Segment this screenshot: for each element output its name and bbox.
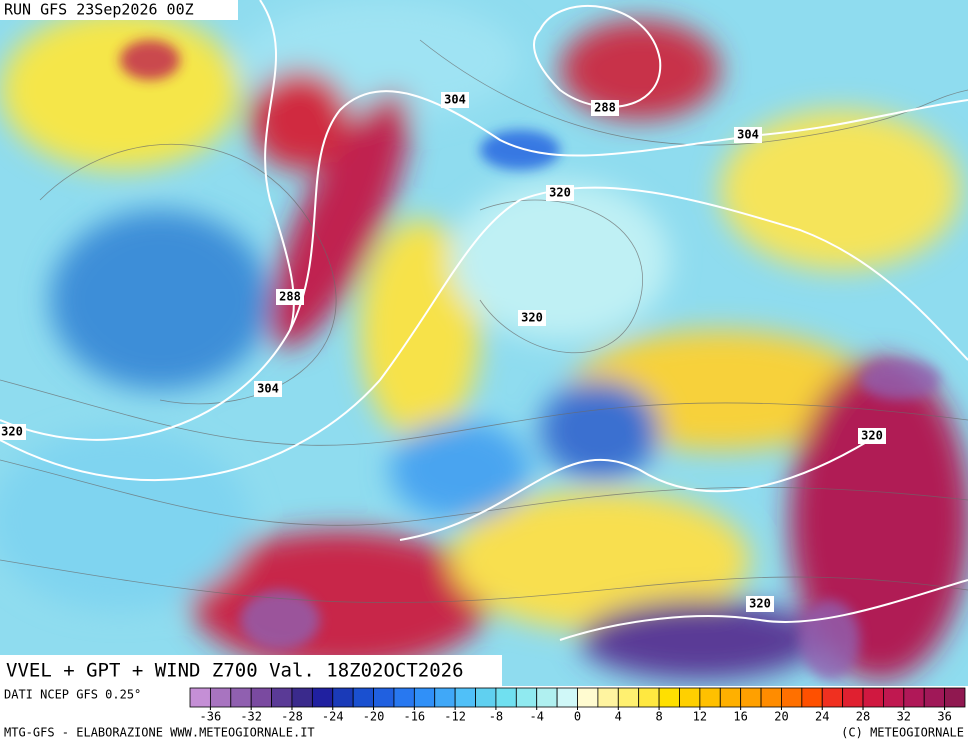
colorbar-tick-label: 36 <box>937 710 951 724</box>
colorbar-tick-label: 12 <box>693 710 707 724</box>
colorbar-cell <box>597 687 619 708</box>
colorbar-tick-label: -8 <box>489 710 503 724</box>
colorbar-cell <box>719 687 742 708</box>
header-box <box>0 0 238 20</box>
run-label: RUN GFS 23Sep2026 00Z <box>4 1 194 19</box>
contour-label: 320 <box>521 311 543 325</box>
contour-label: 320 <box>549 186 571 200</box>
colorbar-cell <box>556 687 578 708</box>
contour-label-box <box>746 596 774 612</box>
colorbar-cell <box>434 687 456 708</box>
contour-label: 304 <box>257 382 279 396</box>
contour-label: 320 <box>861 429 883 443</box>
contour-label: 288 <box>594 101 616 115</box>
colorbar-cell <box>658 687 680 708</box>
contour-label-box <box>276 289 304 305</box>
colorbar-cell <box>740 687 762 708</box>
contour-label: 288 <box>279 290 301 304</box>
colorbar-cell <box>944 687 966 708</box>
contour-label-box <box>518 310 546 326</box>
colorbar-cell <box>923 687 946 708</box>
colorbar-cell <box>189 687 211 708</box>
colorbar-cell <box>515 687 538 708</box>
colorbar-cell <box>903 687 925 708</box>
colorbar-cell <box>781 687 803 708</box>
colorbar-tick-label: -24 <box>322 710 344 724</box>
colorbar-cell <box>291 687 313 708</box>
colorbar-cell <box>638 687 660 708</box>
contour-label-box <box>591 100 619 116</box>
title-box <box>0 655 502 686</box>
colorbar-cell <box>842 687 864 708</box>
contour-label-box <box>546 185 574 201</box>
colorbar-cell <box>271 687 293 708</box>
contour-label: 304 <box>737 128 759 142</box>
colorbar-cell <box>332 687 354 708</box>
contour-label-box <box>734 127 762 143</box>
colorbar-cell <box>679 687 701 708</box>
colorbar-cell <box>373 687 395 708</box>
colorbar-tick-label: -12 <box>444 710 466 724</box>
colorbar-cell <box>311 687 334 708</box>
contour-label-box <box>441 92 469 108</box>
colorbar-tick-label: 20 <box>774 710 788 724</box>
colorbar-cell <box>862 687 884 708</box>
data-source: DATI NCEP GFS 0.25° <box>4 688 141 702</box>
colorbar-tick-label: 0 <box>574 710 581 724</box>
contour-label-box <box>254 381 282 397</box>
colorbar-tick-label: -20 <box>363 710 385 724</box>
colorbar: -36 -32 -28 -24 -20 -16 -12 -8 -4 0 4 8 12 16 20 24 28 32… <box>189 687 966 724</box>
colorbar-cell <box>393 687 415 708</box>
colorbar-tick-label: -4 <box>529 710 543 724</box>
colorbar-cell <box>475 687 497 708</box>
contour-label-box <box>0 424 26 440</box>
colorbar-cell <box>495 687 517 708</box>
colorbar-cell <box>413 687 436 708</box>
colorbar-cell <box>250 687 272 708</box>
credit-right: (C) METEOGIORNALE <box>841 726 964 740</box>
colorbar-cell <box>617 687 640 708</box>
credit-left: MTG-GFS - ELABORAZIONE WWW.METEOGIORNALE… <box>4 726 315 740</box>
colorbar-tick-label: 8 <box>655 710 662 724</box>
map-field <box>0 0 968 686</box>
colorbar-tick-label: 16 <box>733 710 747 724</box>
colorbar-tick-label: 24 <box>815 710 829 724</box>
colorbar-tick-label: 4 <box>615 710 622 724</box>
map-title: VVEL + GPT + WIND Z700 Val. 18Z02OCT2026 <box>6 660 464 682</box>
colorbar-cell <box>230 687 252 708</box>
colorbar-tick-label: -32 <box>240 710 262 724</box>
colorbar-cell <box>352 687 374 708</box>
contour-label: 320 <box>749 597 771 611</box>
colorbar-cell <box>577 687 599 708</box>
colorbar-cell <box>760 687 782 708</box>
contour-label-box <box>858 428 886 444</box>
colorbar-cell <box>883 687 905 708</box>
height-contours <box>0 0 968 641</box>
contour-label: 304 <box>444 93 466 107</box>
contour-label: 320 <box>1 425 23 439</box>
contour-labels: 304 288 304 320 288 320 304 320 320 320 <box>0 92 886 612</box>
colorbar-cell <box>821 687 844 708</box>
colorbar-cell <box>536 687 558 708</box>
colorbar-cell <box>209 687 232 708</box>
colorbar-tick-label: -28 <box>281 710 303 724</box>
colorbar-tick-label: -16 <box>403 710 425 724</box>
colorbar-tick-label: -36 <box>200 710 222 724</box>
colorbar-tick-label: 28 <box>856 710 870 724</box>
colorbar-tick-label: 32 <box>897 710 911 724</box>
colorbar-cell <box>699 687 721 708</box>
colorbar-cell <box>801 687 823 708</box>
colorbar-cell <box>454 687 476 708</box>
